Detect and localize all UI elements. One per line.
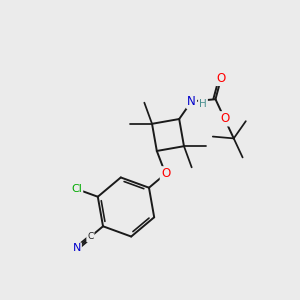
Text: O: O	[220, 112, 229, 125]
Text: O: O	[161, 167, 170, 180]
Text: N: N	[72, 244, 81, 254]
Text: C: C	[87, 232, 94, 242]
Text: N: N	[187, 95, 196, 108]
Text: O: O	[216, 72, 226, 85]
Text: Cl: Cl	[71, 184, 82, 194]
Text: H: H	[199, 99, 207, 109]
